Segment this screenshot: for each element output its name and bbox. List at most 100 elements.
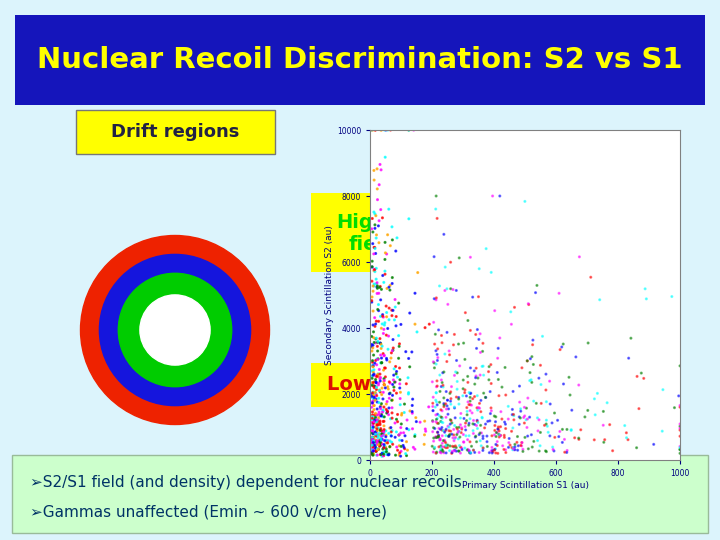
Point <box>374 217 385 225</box>
Point <box>387 306 399 315</box>
Point <box>371 447 382 455</box>
Point <box>449 371 460 380</box>
Point <box>470 372 482 380</box>
Point <box>433 424 445 433</box>
Point <box>438 368 450 376</box>
Point <box>390 418 401 427</box>
Point <box>631 372 643 381</box>
Point <box>400 449 411 458</box>
Point <box>366 214 378 223</box>
Point <box>370 372 382 380</box>
Point <box>366 332 377 341</box>
Point <box>367 420 379 429</box>
Point <box>674 401 685 410</box>
Point <box>463 421 474 429</box>
Point <box>469 367 480 375</box>
Point <box>598 421 609 429</box>
Point <box>534 441 546 450</box>
Point <box>375 340 387 349</box>
Point <box>381 409 392 417</box>
Point <box>455 421 467 429</box>
Point <box>391 415 402 424</box>
Point <box>367 388 379 396</box>
Point <box>446 430 457 438</box>
Point <box>557 425 568 434</box>
Point <box>440 413 451 422</box>
Point <box>442 441 454 449</box>
Point <box>368 441 379 450</box>
Point <box>472 424 483 433</box>
Point <box>366 434 377 442</box>
Point <box>474 329 486 338</box>
Point <box>385 423 397 432</box>
Point <box>462 445 474 454</box>
Point <box>366 438 377 447</box>
Point <box>370 211 382 220</box>
Point <box>622 435 634 444</box>
Point <box>457 384 469 393</box>
Point <box>384 281 396 289</box>
Point <box>433 442 445 451</box>
Point <box>381 444 392 453</box>
Point <box>447 442 459 450</box>
Point <box>400 347 412 356</box>
Point <box>374 417 386 426</box>
Point <box>469 380 480 388</box>
Point <box>390 369 402 378</box>
Point <box>367 398 379 407</box>
Point <box>366 340 377 349</box>
Point <box>480 420 491 428</box>
Point <box>431 214 443 222</box>
Point <box>367 451 379 460</box>
Point <box>373 381 384 389</box>
Point <box>459 308 471 317</box>
Point <box>372 195 383 204</box>
Point <box>371 451 382 460</box>
Point <box>439 350 451 359</box>
Point <box>438 230 449 239</box>
Point <box>436 331 447 340</box>
FancyBboxPatch shape <box>15 15 705 105</box>
Point <box>376 359 387 367</box>
Point <box>377 432 388 441</box>
Point <box>472 416 483 424</box>
Point <box>369 389 381 397</box>
Point <box>436 382 447 391</box>
Point <box>374 441 386 449</box>
Point <box>374 160 386 169</box>
Point <box>369 267 381 276</box>
Point <box>380 427 392 435</box>
Point <box>378 366 390 375</box>
Point <box>366 399 378 407</box>
Point <box>395 442 407 451</box>
Point <box>434 448 446 456</box>
Point <box>369 395 380 404</box>
Point <box>473 335 485 343</box>
Point <box>428 294 440 303</box>
Point <box>444 431 455 440</box>
Point <box>432 410 444 418</box>
Point <box>503 438 515 447</box>
Point <box>431 433 442 442</box>
Point <box>395 320 407 329</box>
Point <box>381 354 392 363</box>
Point <box>457 376 469 384</box>
Point <box>436 414 448 423</box>
Point <box>366 433 378 442</box>
Point <box>367 450 379 459</box>
Point <box>604 420 616 429</box>
Point <box>408 126 420 134</box>
Point <box>441 402 453 410</box>
Point <box>396 409 408 417</box>
Point <box>369 415 380 424</box>
Point <box>674 442 685 451</box>
Point <box>430 347 441 355</box>
Point <box>454 441 465 450</box>
Point <box>519 197 531 206</box>
Point <box>557 340 569 348</box>
Point <box>467 394 479 403</box>
Point <box>573 435 585 444</box>
Point <box>394 340 405 348</box>
Point <box>485 268 497 276</box>
Point <box>482 417 493 426</box>
